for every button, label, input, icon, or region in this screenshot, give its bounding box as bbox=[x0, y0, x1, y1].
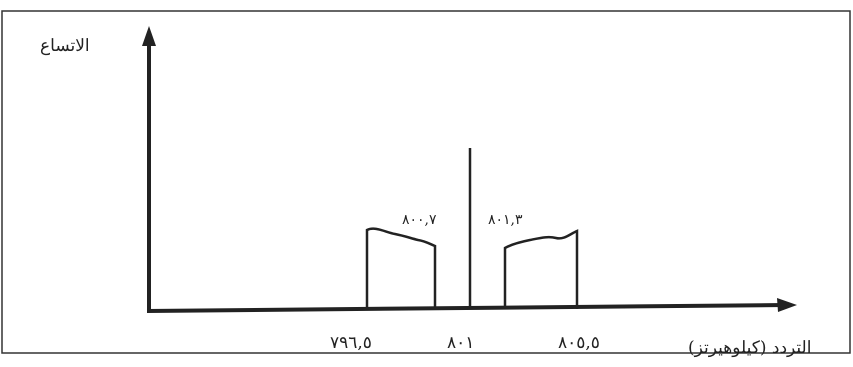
x-axis-arrow-icon bbox=[777, 298, 797, 312]
x-axis-title: التردد (كيلوهيرتز) bbox=[688, 338, 812, 358]
tick-label-upper: ٨٠٥,٥ bbox=[558, 333, 600, 353]
frame-border bbox=[1, 10, 851, 354]
tick-label-center: ٨٠١ bbox=[447, 333, 475, 353]
tick-label-lower: ٧٩٦,٥ bbox=[330, 333, 372, 353]
band-label-lower: ٨٠٠,٧ bbox=[402, 212, 437, 228]
lower-sideband bbox=[365, 227, 437, 309]
x-axis-line bbox=[146, 303, 786, 313]
upper-sideband bbox=[503, 229, 579, 309]
y-axis-arrow-icon bbox=[142, 26, 156, 46]
band-label-upper: ٨٠١,٣ bbox=[488, 212, 523, 228]
y-axis-title: الاتساع bbox=[40, 36, 90, 56]
